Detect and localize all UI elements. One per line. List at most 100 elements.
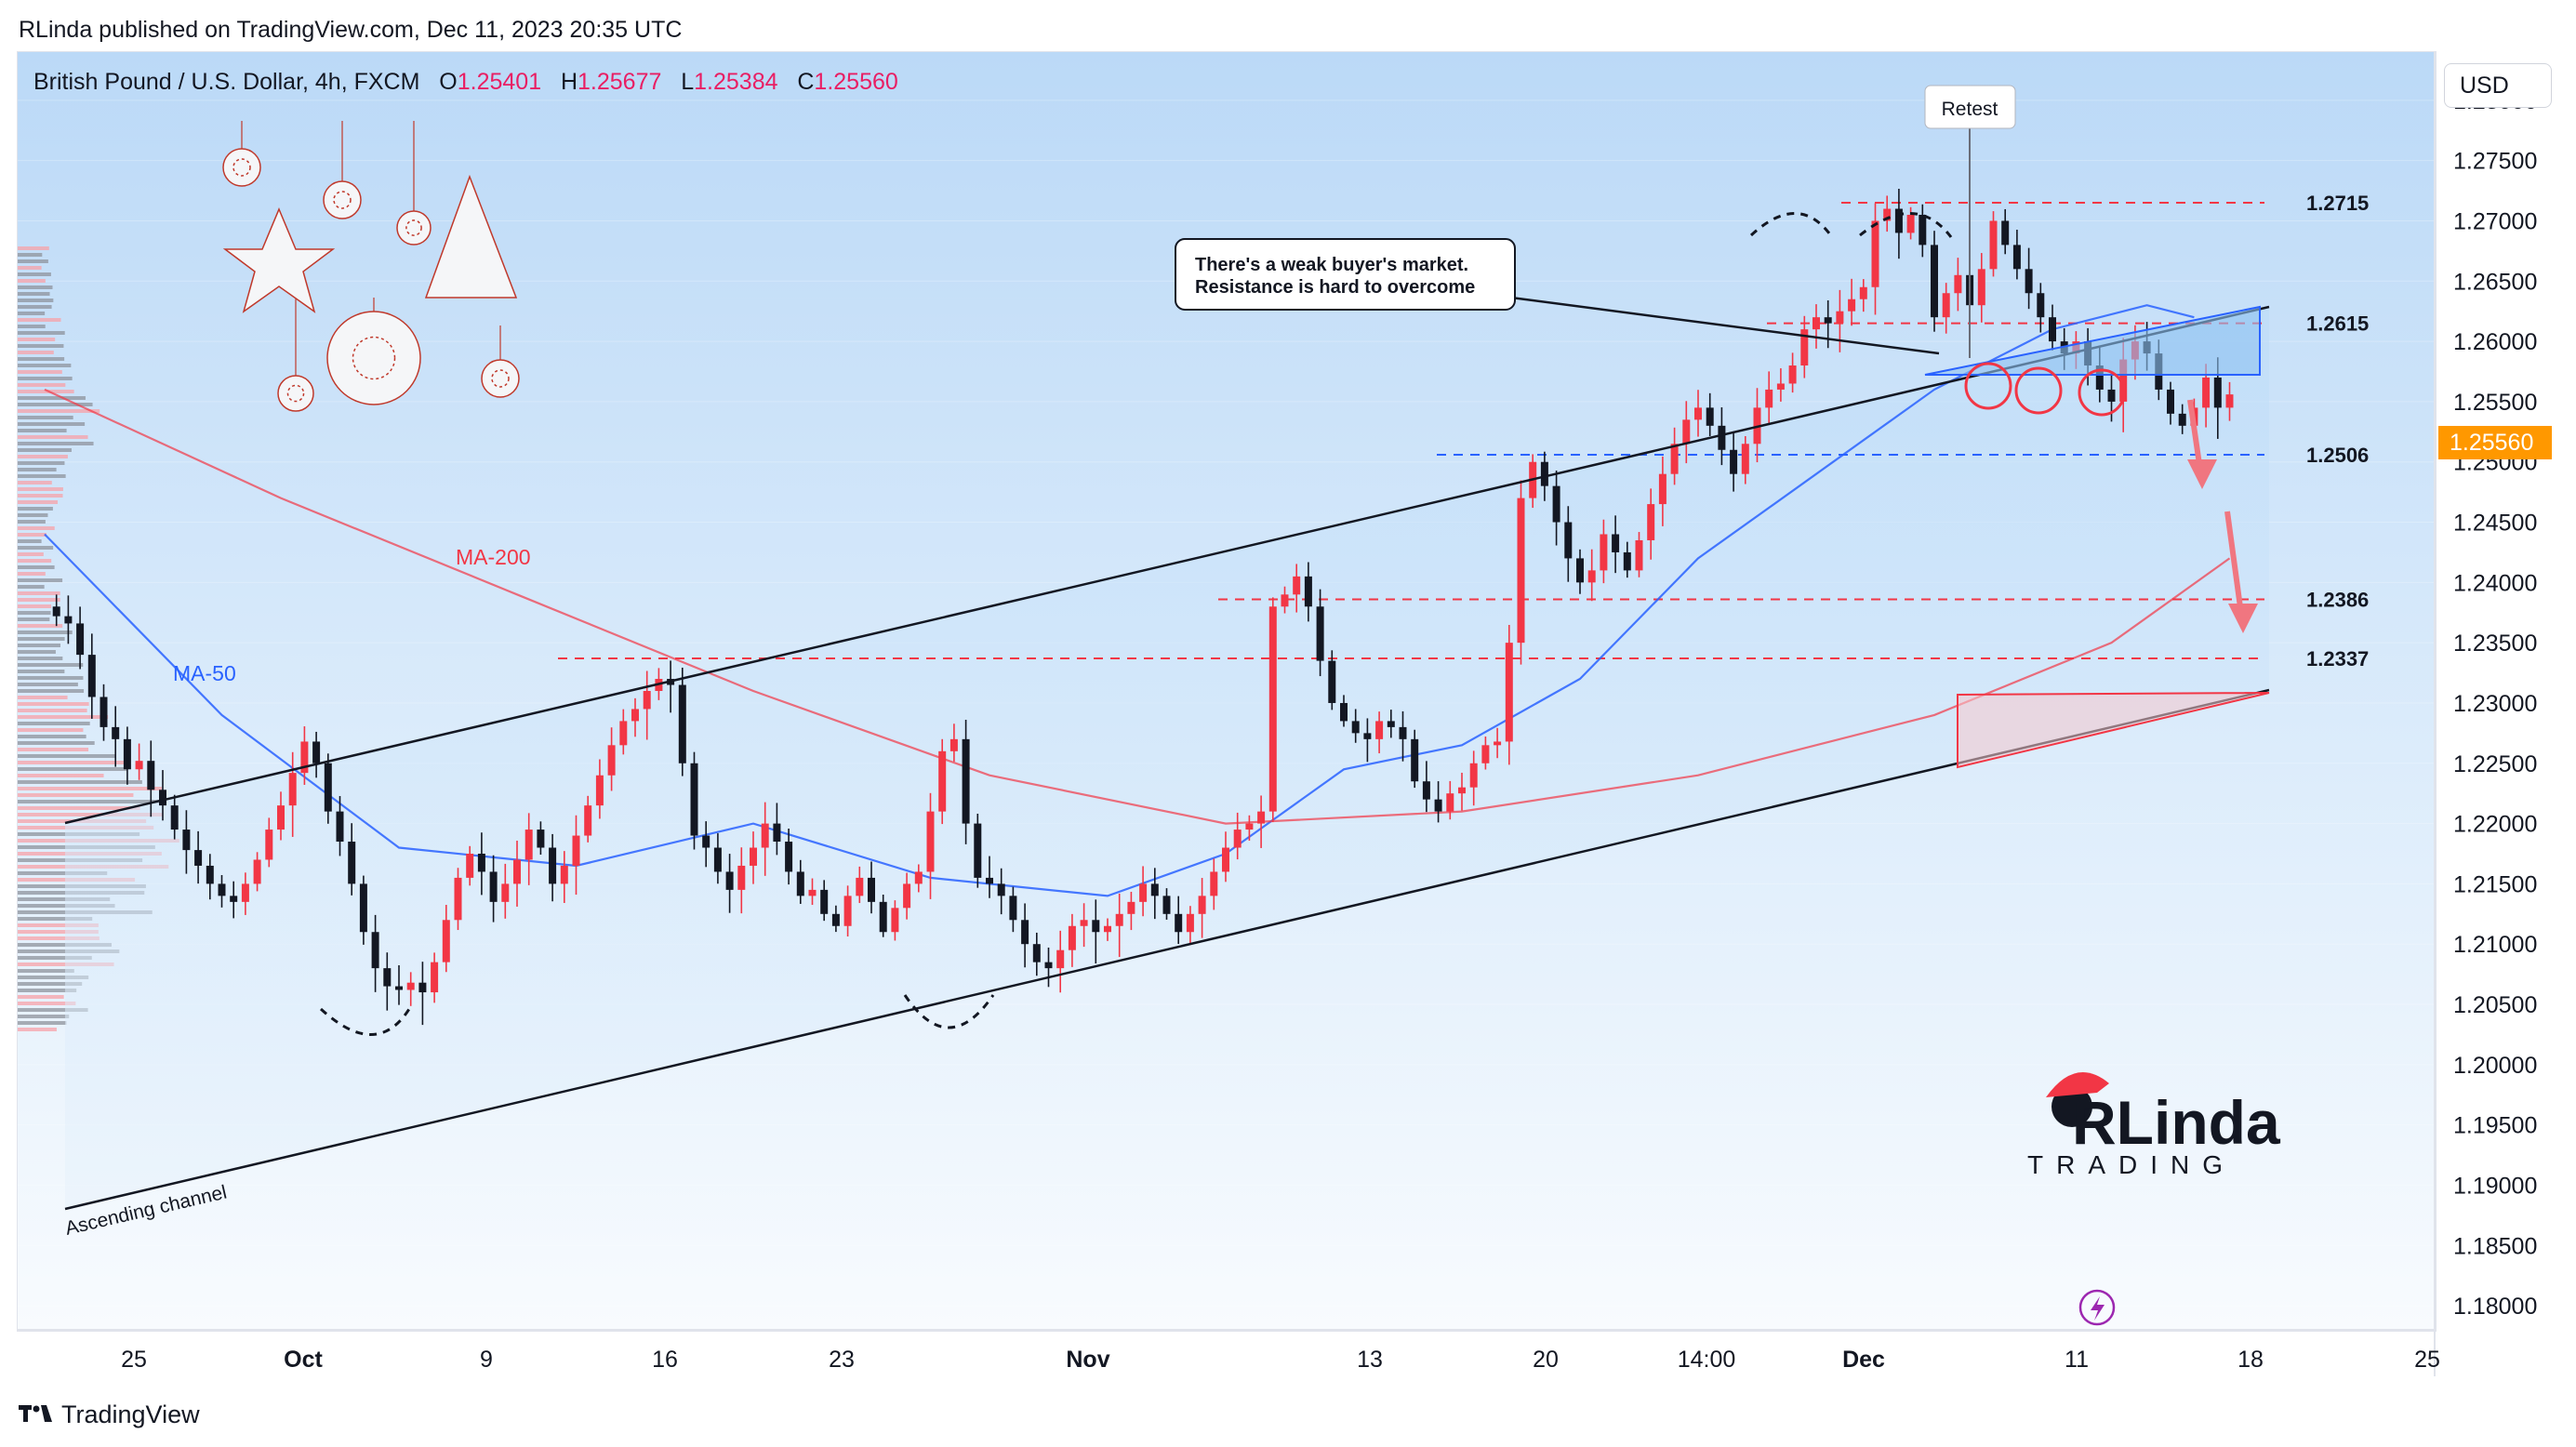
volume-profile-bar xyxy=(18,956,92,960)
candle-body xyxy=(1540,461,1548,486)
candle-body xyxy=(206,865,214,884)
candle-body xyxy=(1848,299,1856,312)
price-tick-label: 1.23000 xyxy=(2453,691,2537,717)
candle-body xyxy=(737,865,746,890)
candle-body xyxy=(395,986,403,990)
candle-body xyxy=(406,982,415,990)
candle-body xyxy=(336,811,344,843)
volume-profile-bar xyxy=(18,598,60,602)
candle-body xyxy=(619,721,628,746)
candle-body xyxy=(1623,551,1631,571)
candle-body xyxy=(1233,830,1242,848)
volume-profile-bar xyxy=(18,259,48,263)
candle-body xyxy=(1032,944,1041,962)
volume-profile-bar xyxy=(18,383,66,387)
price-axis: 1.280001.275001.270001.265001.260001.255… xyxy=(2434,52,2537,1376)
resistance-zone xyxy=(1924,305,2261,376)
candle-body xyxy=(112,726,120,739)
volume-profile-bar xyxy=(18,292,50,296)
candle-body xyxy=(1505,643,1513,742)
open-value: 1.25401 xyxy=(457,69,542,95)
volume-profile-bar xyxy=(18,526,55,530)
candle-body xyxy=(1883,208,1892,221)
volume-profile-bar xyxy=(18,455,68,458)
volume-profile-bar xyxy=(18,787,162,790)
candle-body xyxy=(1812,317,1820,330)
chart-frame[interactable] xyxy=(17,51,2437,1332)
forecast-arrow-2-head xyxy=(2228,604,2258,633)
callout-pointer xyxy=(1510,296,1940,355)
candle-body xyxy=(1104,925,1111,933)
volume-profile-bar xyxy=(18,767,127,771)
candle-body xyxy=(643,691,651,710)
candle-body xyxy=(1800,329,1809,366)
volume-profile-bar xyxy=(18,559,52,563)
volume-profile-bar xyxy=(18,982,83,986)
price-levels: 1.2715 1.2615 1.2506 1.2386 1.2337 xyxy=(558,192,2369,670)
retest-label: Retest xyxy=(1942,99,1998,120)
volume-profile-bar xyxy=(18,604,52,608)
time-tick-label: 16 xyxy=(652,1347,678,1373)
volume-profile-bar xyxy=(18,500,59,504)
candle-body xyxy=(123,738,131,770)
volume-profile-bar xyxy=(18,338,56,341)
candle-body xyxy=(986,877,993,884)
candle-body xyxy=(1776,383,1785,390)
footer-brand[interactable]: TradingView xyxy=(19,1401,200,1430)
candle-body xyxy=(1293,576,1301,595)
volume-profile-bar xyxy=(18,461,65,465)
candle-body xyxy=(1788,365,1797,384)
candle-body xyxy=(1859,286,1867,299)
candle-body xyxy=(87,655,96,697)
candle-body xyxy=(1989,220,1998,270)
candle-body xyxy=(1068,925,1076,950)
ma200-label: MA-200 xyxy=(456,545,531,569)
candle-body xyxy=(52,606,60,617)
candle-body xyxy=(1375,721,1384,739)
star-ornament-icon xyxy=(222,207,336,313)
price-tick-label: 1.19000 xyxy=(2453,1173,2537,1199)
candle-body xyxy=(1977,269,1985,306)
volume-profile-bar xyxy=(18,976,89,979)
volume-profile-bar xyxy=(18,670,65,673)
volume-profile-bar xyxy=(18,344,64,348)
volume-profile-bar xyxy=(18,364,72,367)
volume-profile-bar xyxy=(18,481,52,485)
ma200-line xyxy=(44,388,2231,825)
volume-profile-bar xyxy=(18,312,46,315)
time-tick-label: 9 xyxy=(480,1347,493,1373)
candle-body xyxy=(1257,811,1266,824)
candle-body xyxy=(501,883,510,902)
candle-body xyxy=(1658,473,1666,505)
volume-profile-bar xyxy=(18,396,86,400)
ornament-pattern xyxy=(232,158,251,177)
symbol-legend[interactable]: British Pound / U.S. Dollar, 4h, FXCM O1… xyxy=(33,69,898,96)
candle-body xyxy=(1268,606,1277,812)
support-zone xyxy=(1957,692,2270,769)
symbol-name: British Pound / U.S. Dollar, 4h, FXCM xyxy=(33,69,420,95)
candle-body xyxy=(831,913,840,926)
time-tick-label: 13 xyxy=(1357,1347,1383,1373)
candle-body xyxy=(572,835,580,866)
highlight-circle xyxy=(2014,366,2063,415)
volume-profile-bar xyxy=(18,429,67,432)
volume-profile-bar xyxy=(18,299,54,302)
candle-body xyxy=(2178,413,2186,426)
candle-body xyxy=(1612,534,1620,552)
candle-body xyxy=(891,908,899,933)
price-tick-label: 1.18000 xyxy=(2453,1294,2537,1320)
candle-body xyxy=(2107,389,2116,402)
time-tick-label: Dec xyxy=(1842,1347,1885,1373)
volume-profile-bar xyxy=(18,390,74,393)
time-tick-label: Nov xyxy=(1066,1347,1109,1373)
candle-body xyxy=(702,835,710,848)
currency-button[interactable]: USD xyxy=(2444,63,2552,108)
candle-body xyxy=(856,877,864,896)
volume-profile-bar xyxy=(18,741,95,745)
price-tick-label: 1.21000 xyxy=(2453,932,2537,958)
volume-profile-bar xyxy=(18,442,94,445)
ornament-icon xyxy=(323,180,362,219)
high-label: H xyxy=(560,69,578,95)
candle-body xyxy=(288,773,297,806)
